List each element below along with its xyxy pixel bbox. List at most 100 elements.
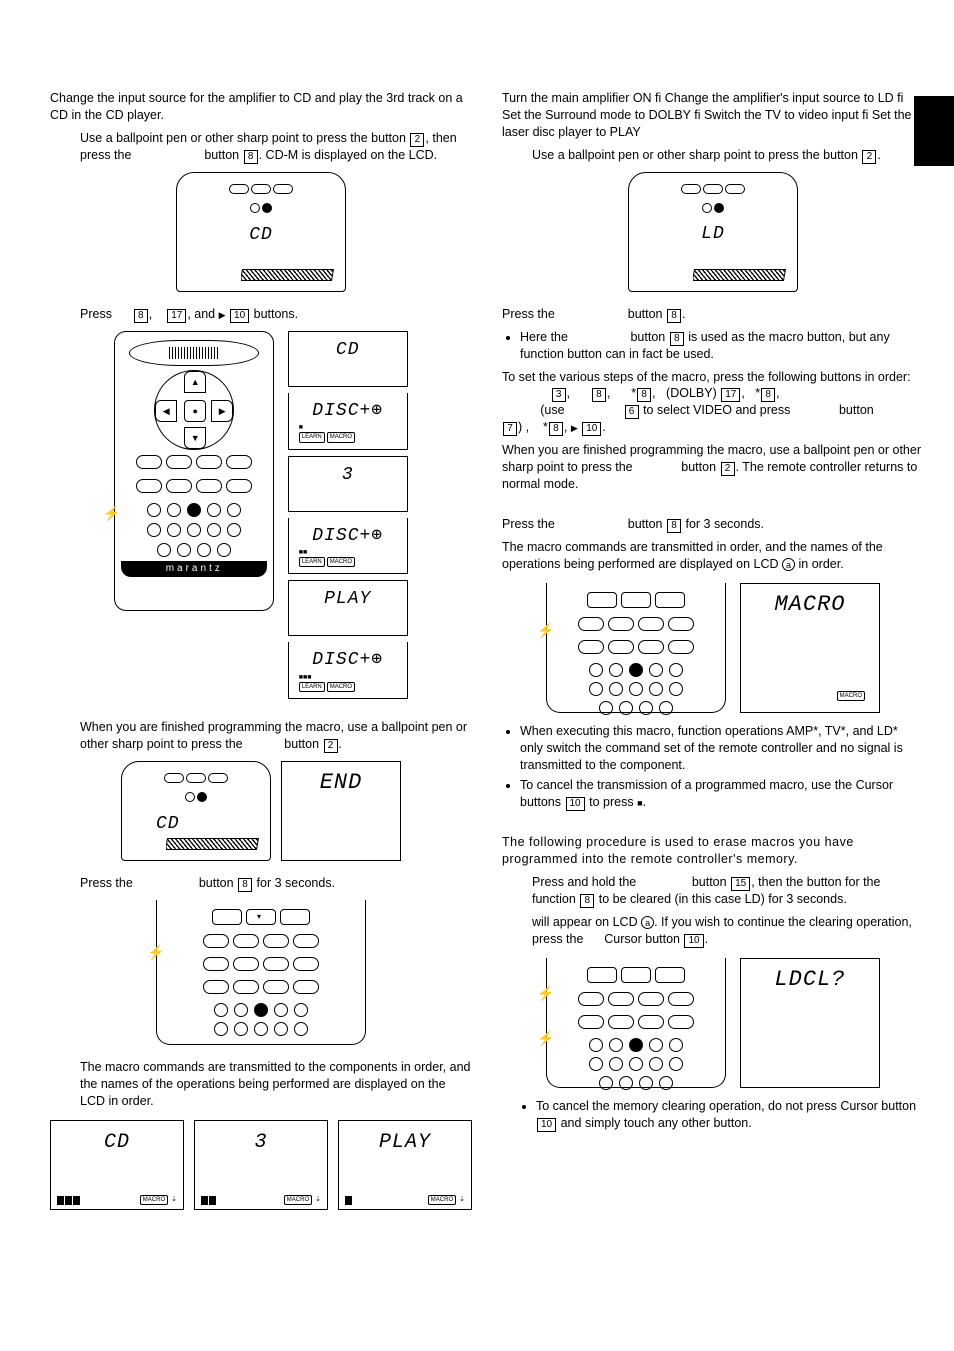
lcd: CD <box>336 340 360 360</box>
t: , <box>149 307 152 321</box>
t: is used as the macro button, but any fun… <box>520 330 890 361</box>
macro-badge: MACRO <box>284 1195 312 1205</box>
pencil-icon <box>166 830 276 856</box>
left-step5: The macro commands are transmitted to th… <box>50 1059 472 1110</box>
fig-end: CD END <box>50 761 472 861</box>
ref-10: 10 <box>537 1118 556 1132</box>
t: . <box>339 737 342 751</box>
t: buttons. <box>254 307 298 321</box>
left-step2: Press 8, 17, and 10 buttons. <box>50 306 472 323</box>
ref-17: 17 <box>721 388 740 402</box>
t: ) , <box>518 420 529 434</box>
lcd-macro: MACRO <box>774 592 845 617</box>
r-bullets-1: When executing this macro, function oper… <box>502 723 924 812</box>
page: Change the input source for the amplifie… <box>0 0 954 1250</box>
ref-10: 10 <box>582 422 601 436</box>
macro-badge: MACRO <box>837 691 865 701</box>
t: button <box>681 460 716 474</box>
t: (DOLBY) <box>666 386 717 400</box>
play-icon <box>219 307 226 321</box>
t: Press and hold the <box>532 875 636 889</box>
ref-8: 8 <box>580 894 594 908</box>
t: button <box>630 330 665 344</box>
brand-label: marantz <box>121 561 267 577</box>
t: to select VIDEO and press <box>643 403 790 417</box>
ref-2: 2 <box>410 133 424 147</box>
remote-top-illustration: CD <box>176 172 346 292</box>
r-step1: Use a ballpoint pen or other sharp point… <box>502 147 924 164</box>
bullet: When executing this macro, function oper… <box>520 723 924 774</box>
fig-remote-top-1: CD <box>50 172 472 292</box>
t: button <box>839 403 874 417</box>
erase-intro: The following procedure is used to erase… <box>502 834 924 868</box>
ref-a: a <box>782 558 795 571</box>
r-step2: Press the button 8. <box>502 306 924 323</box>
t: button <box>199 876 234 890</box>
t: button <box>371 131 406 145</box>
t: button <box>823 148 858 162</box>
fig-remote-bottom-1: ⚡ ▾ <box>50 900 472 1045</box>
fig-remote-top-2: LD <box>502 172 924 292</box>
fig-remote-mid: ▲▼ ◀▶ ● marantz ⚡ CD DISC+⊕■LEARN MACRO … <box>50 331 472 705</box>
t: (use <box>540 403 564 417</box>
page-tab <box>914 96 954 166</box>
bullet: To cancel the transmission of a programm… <box>520 777 924 811</box>
fig-ldclr-row: ⚡ ⚡ LDCL? <box>502 958 924 1088</box>
bullet: To cancel the memory clearing operation,… <box>536 1098 924 1132</box>
play-icon <box>571 420 578 434</box>
t: . <box>877 148 880 162</box>
r-step6: The macro commands are transmitted in or… <box>502 539 924 573</box>
t: to press <box>589 795 633 809</box>
t: button <box>628 517 663 531</box>
ref-6: 6 <box>625 405 639 419</box>
t: Cursor button <box>604 932 680 946</box>
t: Press the <box>502 517 555 531</box>
lcd-stack: CD DISC+⊕■LEARN MACRO 3 DISC+⊕■■LEARN MA… <box>288 331 408 705</box>
t: , <box>564 420 567 434</box>
lcd: DISC+⊕ <box>312 526 383 546</box>
lcd-cd: CD <box>249 225 273 245</box>
left-column: Change the input source for the amplifie… <box>50 90 472 1220</box>
left-step3: When you are finished programming the ma… <box>50 719 472 753</box>
r-note1: Here the button 8 is used as the macro b… <box>502 329 924 363</box>
t: . <box>682 307 685 321</box>
left-step1: Use a ballpoint pen or other sharp point… <box>50 130 472 164</box>
r-step5: Press the button 8 for 3 seconds. <box>502 516 924 533</box>
e-step1: Press and hold the button 15, then the b… <box>502 874 924 908</box>
ref-8: 8 <box>667 519 681 533</box>
t: Here the <box>520 330 568 344</box>
t: To set the various steps of the macro, p… <box>502 370 911 384</box>
t: Use a ballpoint pen or other sharp point… <box>80 131 368 145</box>
lcd-ld: LD <box>701 224 725 244</box>
remote-bottom-illustration: ⚡ ▾ <box>156 900 366 1045</box>
lcd: CD <box>104 1131 130 1154</box>
ref-8: 8 <box>761 388 775 402</box>
macro-badge: MACRO <box>428 1195 456 1205</box>
ref-2: 2 <box>324 739 338 753</box>
lcd: 3 <box>342 465 354 485</box>
lcd: DISC+⊕ <box>312 401 383 421</box>
t: button <box>692 875 727 889</box>
ref-8: 8 <box>549 422 563 436</box>
right-intro: Turn the main amplifier ON ﬁ Change the … <box>502 90 924 141</box>
ref-8: 8 <box>238 878 252 892</box>
r-bullets-2: To cancel the memory clearing operation,… <box>502 1098 924 1132</box>
ref-8: 8 <box>244 150 258 164</box>
t: to be cleared (in this case LD) for 3 se… <box>599 892 847 906</box>
ref-2: 2 <box>862 150 876 164</box>
t: Press <box>80 307 112 321</box>
remote-top-illustration: CD <box>121 761 271 861</box>
pencil-icon <box>241 261 351 287</box>
ref-2: 2 <box>721 462 735 476</box>
left-intro: Change the input source for the amplifie… <box>50 90 472 124</box>
ref-8: 8 <box>667 309 681 323</box>
lcd: DISC+⊕ <box>312 650 383 670</box>
remote-bottom-illustration: ⚡ ⚡ <box>546 958 726 1088</box>
three-lcd-row: CD MACRO ⇣ 3 MACRO ⇣ PLAY MACRO ⇣ <box>50 1120 472 1210</box>
remote-bottom-illustration: ⚡ <box>546 583 726 713</box>
fig-macro-row: ⚡ MACRO MACRO <box>502 583 924 713</box>
t: . <box>602 420 605 434</box>
pencil-icon <box>693 261 803 287</box>
t: button <box>628 307 663 321</box>
t: When you are finished programming the ma… <box>80 720 467 751</box>
